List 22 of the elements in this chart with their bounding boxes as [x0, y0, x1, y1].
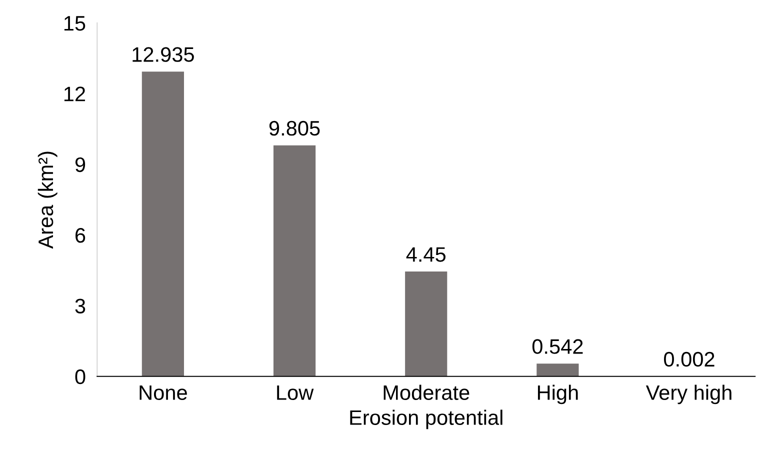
x-tick-label: Moderate	[384, 384, 470, 400]
y-tick-label: 3	[75, 298, 86, 314]
data-label: 12.935	[132, 47, 194, 62]
y-tick-label: 15	[64, 16, 86, 31]
data-label: 0.002	[664, 352, 714, 367]
x-tick-label: None	[140, 385, 187, 400]
y-tick-label: 6	[76, 228, 86, 243]
data-label: 9.805	[269, 120, 320, 136]
y-tick-label: 9	[75, 157, 86, 172]
x-tick-label: High	[538, 384, 578, 404]
bar	[273, 145, 316, 376]
x-tick-label: Low	[277, 385, 314, 400]
y-tick-label: 0	[75, 369, 86, 384]
y-tick-label: 12	[64, 86, 85, 102]
bar	[405, 272, 448, 376]
bar	[536, 364, 579, 376]
y-axis-title: Area (km²)	[38, 152, 58, 249]
bar	[142, 72, 184, 376]
x-tick-label: Very high	[646, 384, 732, 404]
x-axis-title: Erosion potential	[350, 410, 502, 430]
data-label: 0.542	[532, 339, 583, 354]
data-label: 4.45	[406, 247, 446, 262]
